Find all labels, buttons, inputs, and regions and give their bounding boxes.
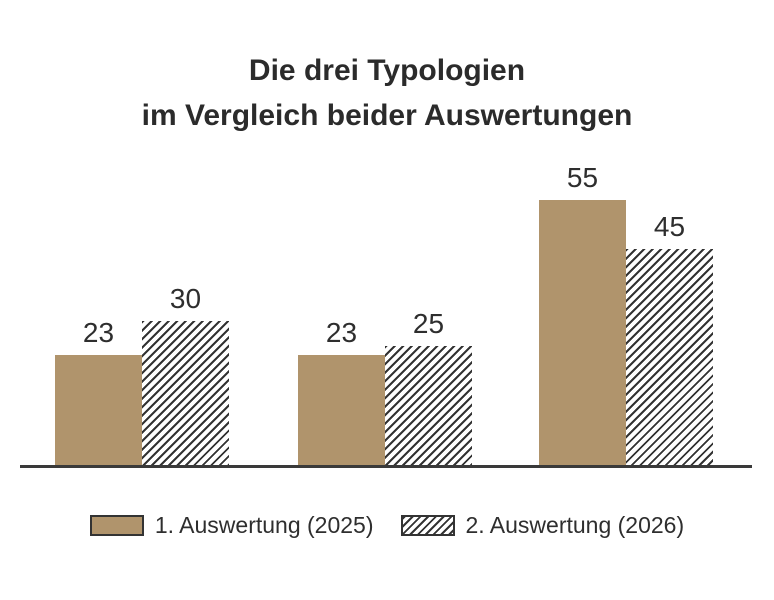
legend-swatch-hatched-icon [400, 515, 455, 536]
chart-title: Die drei Typologien im Vergleich beider … [0, 48, 774, 138]
bar-value-label: 30 [169, 283, 202, 314]
legend-swatch-solid-icon [89, 515, 144, 536]
bar-solid-group-1 [55, 355, 142, 467]
bar-hatched-group-3 [626, 249, 713, 467]
legend-item-auswertung-2025: 1. Auswertung (2025) [89, 512, 374, 539]
legend-label: 2. Auswertung (2026) [465, 512, 685, 538]
legend: 1. Auswertung (2025) 2. Auswertung (2026… [0, 512, 774, 539]
plot-area: 23 30 23 25 55 45 [20, 162, 752, 468]
bar-hatched-group-1 [142, 321, 229, 467]
bar-value-label: 23 [325, 317, 358, 348]
bar-value-label: 45 [653, 211, 686, 242]
bar-hatched-group-2 [385, 346, 472, 467]
chart-title-line-1: Die drei Typologien [248, 54, 526, 87]
bar-value-label: 25 [412, 308, 445, 339]
bar-value-label: 55 [566, 162, 599, 193]
x-axis-line [20, 465, 752, 468]
bar-solid-group-2 [298, 355, 385, 467]
chart-title-line-2: im Vergleich beider Auswertungen [141, 99, 633, 132]
legend-label: 1. Auswertung (2025) [154, 512, 374, 538]
bar-value-label: 23 [82, 317, 115, 348]
bar-solid-group-3 [539, 200, 626, 467]
legend-item-auswertung-2026: 2. Auswertung (2026) [400, 512, 685, 539]
